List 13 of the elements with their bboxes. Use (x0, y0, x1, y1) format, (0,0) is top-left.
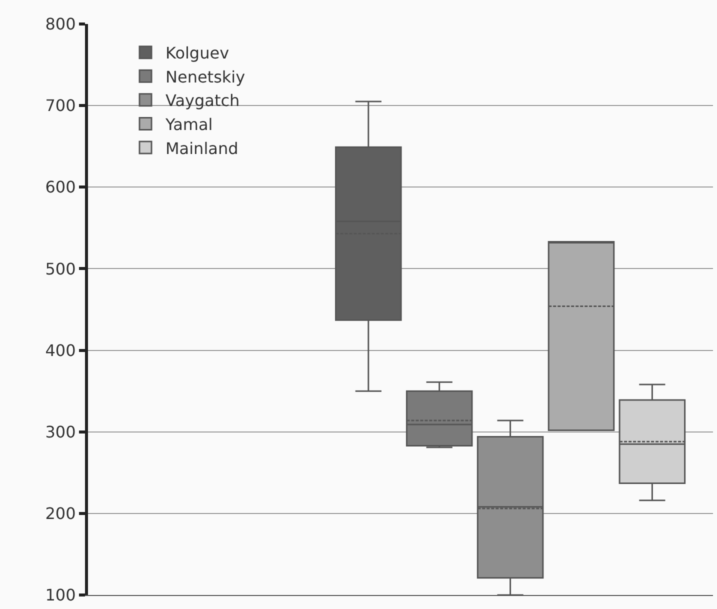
y-tick-label: 200 (45, 504, 76, 524)
y-tick-label: 100 (45, 586, 76, 605)
y-tick-label: 600 (45, 178, 76, 197)
y-tick-label: 800 (45, 14, 76, 34)
y-tick-label: 300 (45, 422, 76, 442)
y-tick-label: 500 (45, 259, 76, 278)
legend-label: Kolguev (166, 44, 230, 63)
legend-label: Vaygatch (166, 91, 240, 110)
y-tick-label: 400 (45, 340, 76, 360)
legend-label: Yamal (164, 114, 213, 134)
y-tick-label: 700 (45, 96, 76, 116)
legend-label: Nenetskiy (166, 67, 246, 86)
legend-label: Mainland (166, 138, 238, 158)
